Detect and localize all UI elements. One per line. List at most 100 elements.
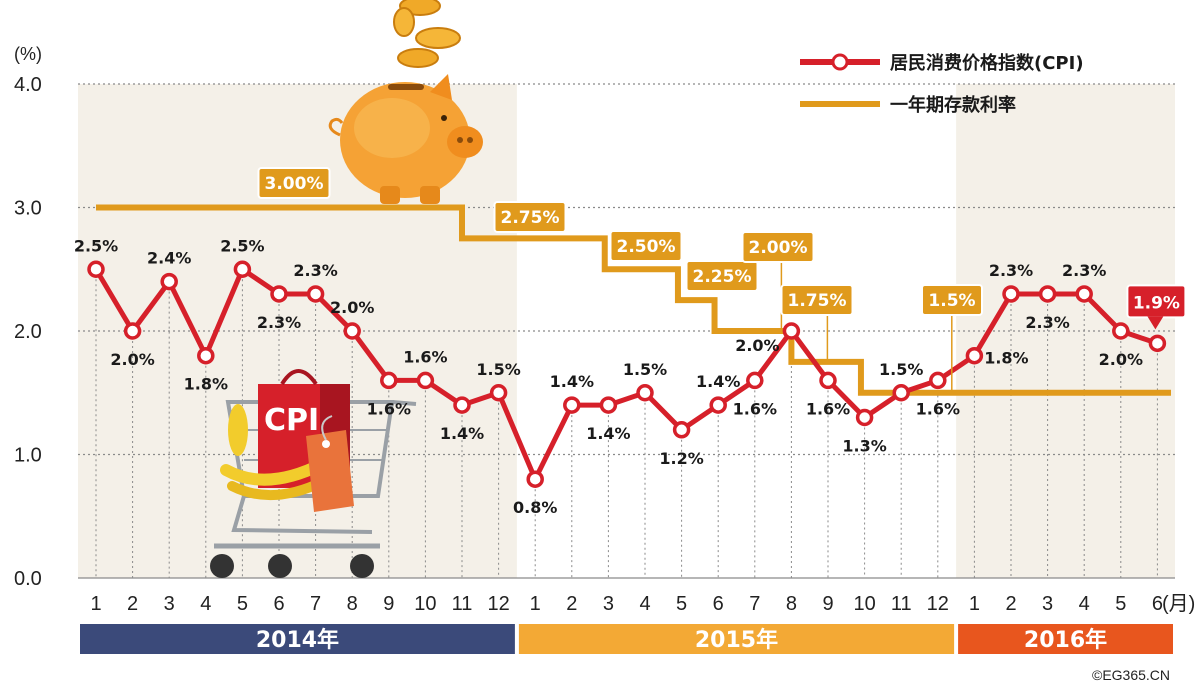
- cpi-data-label-7: 2.0%: [330, 298, 374, 317]
- cpi-data-label-18: 1.6%: [733, 399, 777, 418]
- y-tick-label-3: 3.0: [14, 198, 42, 220]
- cpi-latest-label-pointer: [1147, 316, 1164, 330]
- cpi-series: [87, 260, 1167, 488]
- y-axis-ticks: 0.0 1.0 2.0 3.0 4.0: [14, 74, 42, 590]
- cpi-data-label-14: 1.4%: [586, 424, 630, 443]
- cpi-data-label-3: 1.8%: [184, 375, 228, 394]
- cpi-latest-label: 1.9%: [1126, 284, 1187, 330]
- cpi-point-8: [380, 371, 398, 390]
- y-tick-label-1: 1.0: [14, 445, 42, 467]
- cpi-point-16: [672, 421, 691, 439]
- x-month-label-12: 1: [530, 593, 541, 615]
- deposit-rate-label-box-2: [609, 230, 683, 262]
- deposit-rate-series: [96, 204, 1171, 396]
- deposit-rate-label-2: 2.50%: [609, 230, 683, 262]
- deposit-rate-label-box-6: [921, 284, 983, 316]
- cpi-point-13: [563, 396, 581, 414]
- cpi-point-7: [343, 322, 361, 340]
- deposit-rate-label-1: 2.75%: [493, 201, 567, 233]
- cpi-data-label-22: 1.5%: [879, 360, 923, 379]
- x-month-label-2: 3: [164, 593, 175, 615]
- x-month-label-29: 6: [1152, 593, 1163, 615]
- cpi-point-29: [1148, 334, 1167, 353]
- year-band-1: 2015年: [518, 624, 955, 654]
- cpi-data-label-25: 2.3%: [989, 261, 1033, 280]
- x-month-label-21: 10: [853, 593, 875, 615]
- cpi-data-label-12: 0.8%: [513, 498, 557, 517]
- deposit-rate-label-3: 2.25%: [685, 260, 759, 292]
- x-axis-month-labels: 1 2 3 4 5 6 7 8 9 10 11 12 1 2 3 4 5 6 7 8 9 10 11 12 1 2 3 4 5 6: [90, 593, 1163, 615]
- cpi-point-0: [87, 260, 105, 278]
- deposit-rate-label-text-6: 1.5%: [928, 291, 975, 311]
- deposit-rate-line: [96, 204, 1171, 396]
- cpi-data-label-15: 1.5%: [623, 360, 667, 379]
- cpi-data-label-23: 1.6%: [916, 399, 960, 418]
- cpi-data-labels: 2.5% 2.0% 2.4% 1.8% 2.5% 2.3% 2.3% 2.0% 1.6% 1.6%…: [74, 236, 1187, 517]
- cpi-data-label-1: 2.0%: [110, 350, 154, 369]
- cpi-point-15: [636, 384, 654, 402]
- deposit-rate-label-0: 3.00%: [257, 167, 331, 199]
- x-month-label-24: 1: [969, 593, 980, 615]
- cpi-point-2: [160, 272, 178, 291]
- cpi-point-19: [782, 322, 801, 340]
- cpi-point-10: [453, 396, 471, 414]
- cpi-data-label-24: 1.8%: [984, 349, 1028, 368]
- x-month-label-8: 9: [383, 593, 394, 615]
- x-month-label-1: 2: [127, 593, 138, 615]
- cpi-point-25: [1002, 285, 1020, 303]
- cpi-point-20: [819, 371, 837, 390]
- cpi-data-label-19: 2.0%: [735, 336, 779, 355]
- deposit-rate-labels: 3.00% 2.75% 2.50% 2.25% 2.00% 1.75% 1.5%: [257, 167, 983, 391]
- x-month-label-18: 7: [749, 593, 760, 615]
- year-band-2: 2016年: [958, 624, 1173, 654]
- cpi-data-label-29: 1.9%: [1133, 293, 1180, 313]
- x-month-label-10: 11: [452, 593, 473, 615]
- y-tick-label-2: 2.0: [14, 321, 42, 343]
- cpi-point-24: [965, 346, 984, 365]
- y-tick-label-4: 4.0: [14, 74, 42, 96]
- deposit-rate-label-box-1: [493, 201, 567, 233]
- x-month-label-20: 9: [822, 593, 833, 615]
- x-axis-unit: (月): [1162, 593, 1195, 615]
- shopping-cart-illustration: CPI: [210, 369, 417, 578]
- cpi-point-21: [855, 408, 874, 427]
- cpi-point-12: [526, 470, 544, 488]
- cpi-point-26: [1038, 285, 1057, 303]
- svg-text:CPI: CPI: [264, 403, 319, 438]
- cpi-point-14: [599, 396, 618, 414]
- x-month-label-28: 5: [1115, 593, 1126, 615]
- falling-coins-icon: [393, 0, 461, 68]
- cpi-data-label-16: 1.2%: [659, 449, 703, 468]
- deposit-rate-label-text-0: 3.00%: [265, 174, 324, 194]
- cpi-point-6: [306, 285, 325, 303]
- x-month-label-4: 5: [237, 593, 248, 615]
- cpi-data-label-2: 2.4%: [147, 249, 191, 268]
- cpi-data-label-21: 1.3%: [842, 436, 886, 455]
- x-month-label-26: 3: [1042, 593, 1053, 615]
- cpi-point-3: [197, 346, 215, 365]
- x-month-label-16: 5: [676, 593, 687, 615]
- deposit-rate-label-text-2: 2.50%: [617, 237, 676, 257]
- year-band-0: 2014年: [80, 624, 515, 654]
- cpi-data-label-10: 1.4%: [440, 424, 484, 443]
- deposit-rate-label-text-3: 2.25%: [693, 267, 752, 287]
- cpi-point-5: [270, 285, 288, 303]
- cpi-point-4: [233, 260, 252, 278]
- x-month-label-5: 6: [273, 593, 284, 615]
- x-month-label-14: 3: [603, 593, 614, 615]
- x-month-label-13: 2: [566, 593, 577, 615]
- cpi-data-label-0: 2.5%: [74, 236, 118, 255]
- piggy-bank-icon: [328, 74, 483, 204]
- legend-label-cpi: 居民消费价格指数(CPI): [890, 52, 1084, 74]
- cpi-data-label-9: 1.6%: [403, 347, 447, 366]
- deposit-rate-label-box-5: [780, 284, 854, 316]
- legend-label-deposit-rate: 一年期存款利率: [890, 94, 1016, 116]
- deposit-rate-label-5: 1.75%: [780, 284, 854, 360]
- cpi-data-label-28: 2.0%: [1099, 350, 1143, 369]
- year-band-label-1: 2015年: [695, 627, 778, 653]
- year-band-label-2: 2016年: [1024, 627, 1107, 653]
- cpi-data-label-8: 1.6%: [367, 399, 411, 418]
- cpi-point-9: [416, 371, 435, 390]
- x-month-label-0: 1: [90, 593, 101, 615]
